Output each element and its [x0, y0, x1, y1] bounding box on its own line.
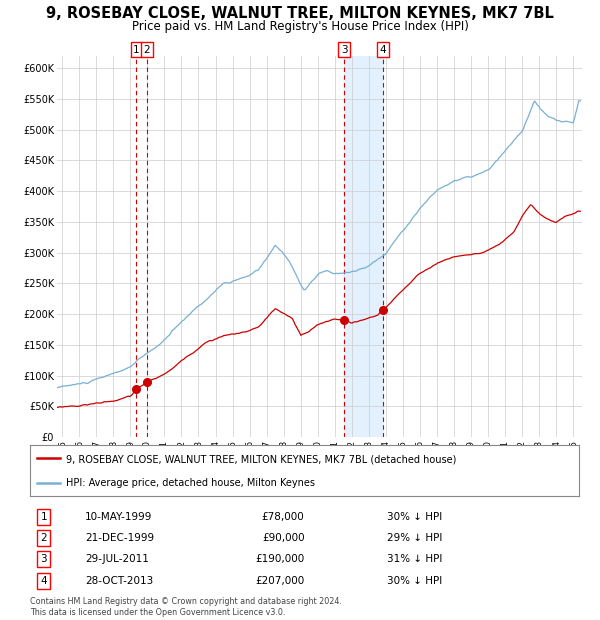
- Bar: [344, 56, 383, 437]
- Text: 30% ↓ HPI: 30% ↓ HPI: [387, 576, 442, 586]
- Text: £90,000: £90,000: [262, 533, 305, 543]
- Text: Contains HM Land Registry data © Crown copyright and database right 2024.
This d: Contains HM Land Registry data © Crown c…: [30, 598, 342, 617]
- Text: 1: 1: [133, 45, 140, 55]
- Text: £78,000: £78,000: [262, 512, 305, 522]
- Text: 2: 2: [143, 45, 150, 55]
- Text: £207,000: £207,000: [255, 576, 305, 586]
- Text: HPI: Average price, detached house, Milton Keynes: HPI: Average price, detached house, Milt…: [65, 478, 314, 488]
- Text: 29-JUL-2011: 29-JUL-2011: [85, 554, 149, 564]
- Text: 3: 3: [40, 554, 47, 564]
- Text: 31% ↓ HPI: 31% ↓ HPI: [387, 554, 442, 564]
- Text: 29% ↓ HPI: 29% ↓ HPI: [387, 533, 442, 543]
- Text: 3: 3: [341, 45, 347, 55]
- Text: 1: 1: [40, 512, 47, 522]
- Text: 4: 4: [380, 45, 386, 55]
- Text: 9, ROSEBAY CLOSE, WALNUT TREE, MILTON KEYNES, MK7 7BL: 9, ROSEBAY CLOSE, WALNUT TREE, MILTON KE…: [46, 6, 554, 21]
- Text: 4: 4: [40, 576, 47, 586]
- Text: 2: 2: [40, 533, 47, 543]
- Text: Price paid vs. HM Land Registry's House Price Index (HPI): Price paid vs. HM Land Registry's House …: [131, 20, 469, 33]
- Text: 28-OCT-2013: 28-OCT-2013: [85, 576, 153, 586]
- Text: £190,000: £190,000: [255, 554, 305, 564]
- Text: 30% ↓ HPI: 30% ↓ HPI: [387, 512, 442, 522]
- Text: 21-DEC-1999: 21-DEC-1999: [85, 533, 154, 543]
- Text: 10-MAY-1999: 10-MAY-1999: [85, 512, 152, 522]
- Text: 9, ROSEBAY CLOSE, WALNUT TREE, MILTON KEYNES, MK7 7BL (detached house): 9, ROSEBAY CLOSE, WALNUT TREE, MILTON KE…: [65, 454, 456, 464]
